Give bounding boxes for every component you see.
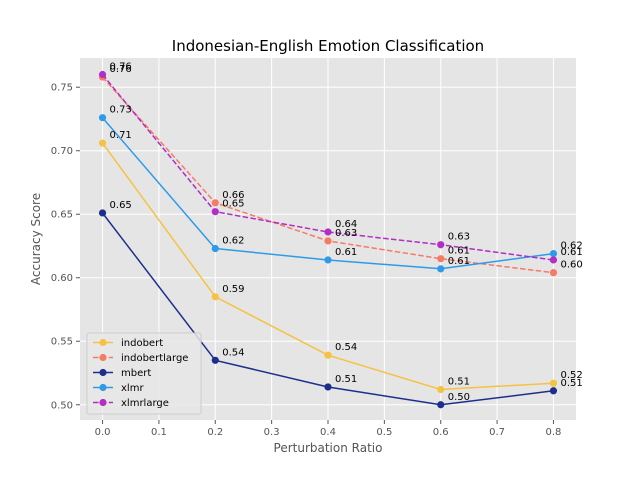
data-label-indobert: 0.52: [560, 370, 582, 381]
data-label-indobert: 0.71: [110, 130, 132, 141]
data-label-xlmrlarge: 0.64: [335, 219, 357, 230]
data-label-xlmr: 0.61: [448, 256, 470, 267]
data-label-xlmr: 0.73: [110, 105, 132, 116]
data-point-xlmr: [437, 265, 445, 273]
legend-label-indobertlarge: indobertlarge: [121, 353, 188, 364]
data-label-indobertlarge: 0.60: [560, 260, 582, 271]
data-point-mbert: [211, 356, 219, 364]
data-label-xlmr: 0.61: [335, 247, 357, 258]
data-labels: 0.710.590.540.510.520.760.660.630.610.60…: [110, 62, 583, 403]
x-axis-ticks: 0.0 0.1 0.2 0.3 0.4 0.5 0.6 0.7 0.8: [95, 420, 562, 438]
legend-swatch-marker: [99, 338, 107, 347]
data-point-indobertlarge: [324, 237, 332, 245]
x-tick-label: 0.6: [433, 427, 449, 438]
data-point-mbert: [324, 383, 332, 391]
data-point-indobert: [211, 293, 219, 301]
data-point-xlmrlarge: [549, 256, 558, 264]
x-tick-label: 0.2: [207, 427, 223, 438]
data-point-indobert: [549, 379, 558, 387]
data-point-indobert: [437, 385, 445, 394]
data-point-indobert: [324, 351, 332, 359]
y-tick-label: 0.50: [51, 400, 73, 411]
y-tick-label: 0.55: [51, 337, 73, 348]
x-tick-label: 0.3: [264, 427, 280, 438]
data-point-xlmrlarge: [324, 228, 332, 236]
y-tick-label: 0.75: [51, 83, 73, 94]
data-point-xlmr: [98, 114, 107, 122]
x-tick-label: 0.8: [546, 427, 562, 438]
data-point-indobertlarge: [549, 269, 558, 277]
data-point-indobertlarge: [211, 199, 219, 207]
data-point-xlmr: [549, 250, 558, 258]
data-label-indobertlarge: 0.63: [335, 228, 357, 239]
data-label-indobert: 0.51: [448, 377, 470, 388]
data-point-xlmrlarge: [211, 208, 219, 216]
legend-label-xlmr: xlmr: [121, 383, 144, 394]
data-label-mbert: 0.50: [448, 392, 470, 403]
legend-swatch-marker: [99, 353, 107, 362]
data-label-mbert: 0.54: [222, 347, 244, 358]
data-point-xlmrlarge: [98, 70, 107, 79]
legend-frame: [86, 332, 202, 415]
series: [98, 70, 558, 409]
grid: [80, 58, 576, 420]
legend-label-mbert: mbert: [121, 368, 151, 379]
data-point-mbert: [437, 401, 445, 409]
legend-label-xlmrlarge: xlmrlarge: [121, 398, 169, 409]
y-tick-label: 0.60: [51, 273, 73, 284]
data-label-indobertlarge: 0.66: [222, 190, 244, 201]
legend-swatch-marker: [99, 398, 107, 407]
y-tick-label: 0.65: [51, 210, 73, 221]
x-tick-label: 0.5: [376, 427, 392, 438]
x-tick-label: 0.1: [151, 427, 167, 438]
data-label-indobert: 0.54: [335, 342, 357, 353]
data-point-mbert: [98, 209, 107, 217]
data-label-mbert: 0.51: [335, 374, 357, 385]
data-label-xlmrlarge: 0.65: [222, 199, 244, 210]
x-tick-label: 0.0: [95, 427, 111, 438]
data-label-xlmr: 0.62: [222, 236, 244, 247]
y-axis-ticks: 0.50 0.55 0.60 0.65 0.70 0.75: [51, 83, 80, 411]
legend: indobert indobertlarge mbert xlmr xlmrlarge: [86, 332, 202, 415]
data-label-mbert: 0.65: [110, 200, 132, 211]
data-label-indobert: 0.59: [222, 284, 244, 295]
data-point-xlmrlarge: [437, 241, 445, 249]
legend-swatch-marker: [99, 383, 107, 392]
data-label-mbert: 0.51: [560, 378, 582, 389]
data-point-xlmr: [211, 244, 219, 253]
data-point-mbert: [549, 387, 558, 395]
chart-title: Indonesian-English Emotion Classificatio…: [172, 37, 484, 55]
series-line-xlmrlarge: [101, 74, 554, 261]
data-label-indobertlarge: 0.61: [448, 246, 470, 257]
data-point-xlmr: [324, 256, 332, 264]
x-tick-label: 0.4: [320, 427, 336, 438]
y-tick-label: 0.70: [51, 146, 73, 157]
data-label-xlmrlarge: 0.63: [448, 232, 470, 243]
data-label-indobertlarge: 0.76: [110, 64, 132, 75]
x-tick-label: 0.7: [489, 427, 505, 438]
legend-label-indobert: indobert: [121, 338, 163, 349]
x-axis-label: Perturbation Ratio: [274, 441, 383, 455]
legend-swatch-marker: [99, 368, 107, 377]
data-point-indobert: [98, 139, 107, 147]
y-axis-label: Accuracy Score: [29, 193, 43, 285]
data-label-xlmr: 0.62: [560, 241, 582, 252]
data-label-xlmrlarge: 0.61: [560, 247, 582, 258]
data-label-xlmrlarge: 0.76: [110, 62, 132, 73]
data-point-indobertlarge: [437, 255, 445, 263]
